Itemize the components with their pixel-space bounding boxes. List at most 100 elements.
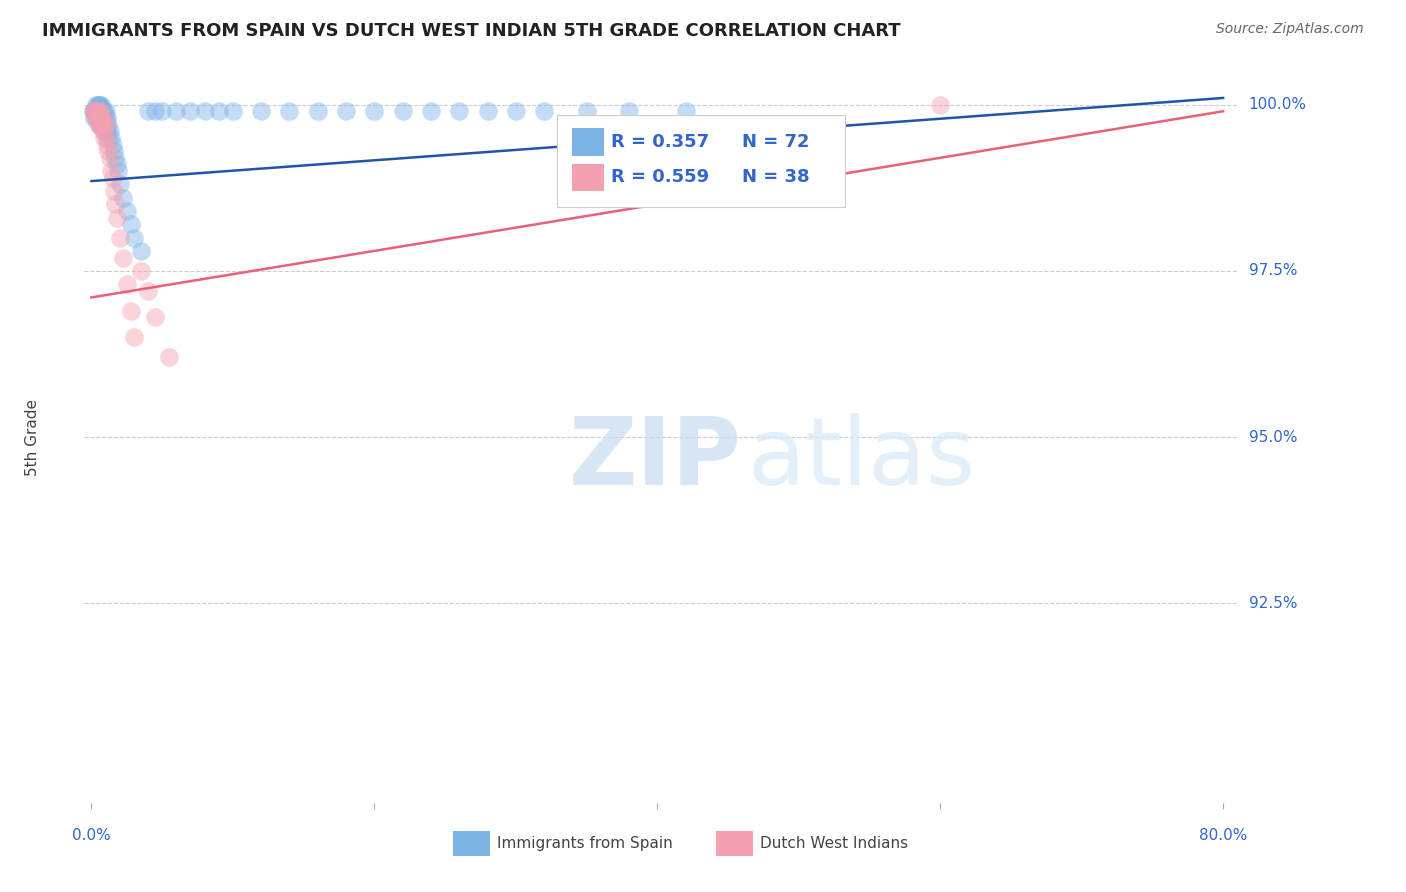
Point <box>115 277 138 292</box>
Point <box>91 118 114 132</box>
Point <box>98 151 121 165</box>
Point <box>391 104 413 119</box>
Point <box>94 131 117 145</box>
Text: 92.5%: 92.5% <box>1249 596 1298 611</box>
Text: 5th Grade: 5th Grade <box>25 399 39 475</box>
Text: 95.0%: 95.0% <box>1249 430 1298 444</box>
Point <box>94 104 117 119</box>
Text: Dutch West Indians: Dutch West Indians <box>761 836 908 851</box>
FancyBboxPatch shape <box>716 830 754 856</box>
Point <box>87 111 110 125</box>
Point <box>94 111 117 125</box>
Point <box>87 97 110 112</box>
Point <box>194 104 217 119</box>
Point <box>91 111 114 125</box>
Text: R = 0.559: R = 0.559 <box>612 169 710 186</box>
Text: N = 72: N = 72 <box>741 133 808 152</box>
Point <box>87 118 110 132</box>
Point <box>104 151 127 165</box>
Point <box>93 131 115 145</box>
Point <box>89 111 111 125</box>
Point <box>86 104 108 119</box>
Point <box>143 104 166 119</box>
Point <box>104 197 127 211</box>
Text: atlas: atlas <box>748 413 976 505</box>
Point <box>98 124 121 138</box>
Point <box>84 111 107 125</box>
Point <box>87 104 110 119</box>
Point <box>86 111 108 125</box>
Point <box>449 104 471 119</box>
Point <box>335 104 357 119</box>
Point <box>91 111 114 125</box>
Point <box>89 104 111 119</box>
Point <box>91 124 114 138</box>
Point <box>129 244 152 258</box>
Point <box>87 104 110 119</box>
Point <box>84 97 107 112</box>
Point <box>83 104 105 119</box>
Point <box>87 111 110 125</box>
Point <box>96 137 118 152</box>
Point <box>83 104 105 119</box>
Point <box>87 97 110 112</box>
Text: 80.0%: 80.0% <box>1199 828 1247 843</box>
Point <box>477 104 499 119</box>
Point <box>93 124 115 138</box>
Point <box>307 104 329 119</box>
FancyBboxPatch shape <box>453 830 491 856</box>
Point <box>89 104 111 119</box>
Point <box>100 164 122 178</box>
Point <box>97 118 120 132</box>
Point <box>108 230 131 244</box>
Point <box>136 104 159 119</box>
Text: IMMIGRANTS FROM SPAIN VS DUTCH WEST INDIAN 5TH GRADE CORRELATION CHART: IMMIGRANTS FROM SPAIN VS DUTCH WEST INDI… <box>42 22 901 40</box>
FancyBboxPatch shape <box>557 115 845 207</box>
Point <box>222 104 245 119</box>
Point <box>136 284 159 298</box>
Point <box>86 97 108 112</box>
Point <box>94 118 117 132</box>
Point <box>101 170 124 185</box>
Point <box>84 111 107 125</box>
Point <box>111 251 134 265</box>
Point <box>96 111 118 125</box>
Point <box>122 330 145 344</box>
Point <box>89 118 111 132</box>
Text: Immigrants from Spain: Immigrants from Spain <box>498 836 673 851</box>
Point <box>90 104 112 119</box>
Point <box>90 118 112 132</box>
Point <box>84 104 107 119</box>
Point <box>96 124 118 138</box>
Point <box>533 104 555 119</box>
Text: 97.5%: 97.5% <box>1249 263 1298 278</box>
Point <box>278 104 301 119</box>
Point <box>115 204 138 219</box>
Point <box>97 144 120 158</box>
Point <box>87 118 110 132</box>
Point <box>617 104 640 119</box>
Point <box>120 217 142 231</box>
Point <box>94 124 117 138</box>
Text: Source: ZipAtlas.com: Source: ZipAtlas.com <box>1216 22 1364 37</box>
Point <box>89 97 111 112</box>
Point <box>91 104 114 119</box>
Point <box>363 104 385 119</box>
Point <box>179 104 201 119</box>
Point <box>122 230 145 244</box>
Point <box>83 111 105 125</box>
Point <box>93 111 115 125</box>
Point <box>90 118 112 132</box>
Text: ZIP: ZIP <box>568 413 741 505</box>
Point <box>93 118 115 132</box>
Point <box>82 104 104 119</box>
Point <box>90 111 112 125</box>
Text: N = 38: N = 38 <box>741 169 808 186</box>
Point <box>84 104 107 119</box>
Point <box>105 157 128 171</box>
Point <box>105 211 128 225</box>
Point <box>107 164 129 178</box>
Point <box>929 97 952 112</box>
Point <box>90 111 112 125</box>
Point <box>157 351 180 365</box>
